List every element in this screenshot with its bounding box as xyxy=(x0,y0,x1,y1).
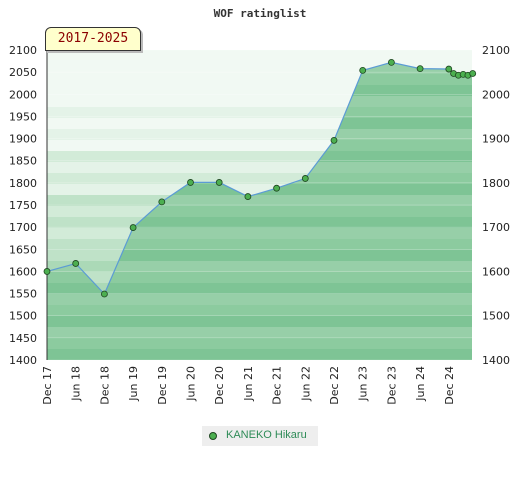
area-band xyxy=(47,250,472,261)
area-band xyxy=(47,228,472,239)
background-band xyxy=(47,140,472,151)
x-tick-label: Dec 18 xyxy=(98,366,111,405)
area-band xyxy=(47,294,472,305)
y-tick-label: 1850 xyxy=(9,155,37,168)
data-point xyxy=(244,193,252,200)
background-band xyxy=(47,151,472,162)
y-right-tick-label: 1500 xyxy=(482,310,510,323)
background-band xyxy=(47,107,472,118)
area-band xyxy=(47,239,472,250)
x-axis-ticks: Dec 17 Jun 18 Dec 18 Jun 19 Dec 19 Jun 20 Dec … xyxy=(41,366,456,405)
area-band xyxy=(47,327,472,338)
area-band xyxy=(47,349,472,360)
y-tick-label: 1450 xyxy=(9,332,37,345)
y-tick-label: 1550 xyxy=(9,288,37,301)
x-tick-label: Jun 21 xyxy=(242,366,255,402)
data-point xyxy=(387,59,395,66)
y-tick-label: 1600 xyxy=(9,265,37,278)
background-band xyxy=(47,50,472,52)
y-tick-label: 2100 xyxy=(9,44,37,57)
data-point xyxy=(273,184,281,192)
data-point xyxy=(416,65,424,72)
data-point xyxy=(359,66,367,74)
area-band xyxy=(47,206,472,217)
y-tick-label: 2050 xyxy=(9,66,37,79)
y-right-tick-label: 2000 xyxy=(482,88,510,101)
x-tick-label: Jun 20 xyxy=(185,366,198,402)
data-point xyxy=(215,179,223,186)
x-tick-label: Dec 21 xyxy=(271,366,284,405)
data-point xyxy=(330,136,338,144)
background-band xyxy=(47,118,472,129)
y-right-tick-label: 1900 xyxy=(482,133,510,146)
background-band xyxy=(47,173,472,184)
y-right-tick-label: 2100 xyxy=(482,44,510,57)
y-tick-label: 1650 xyxy=(9,243,37,256)
area-band xyxy=(47,217,472,228)
y-tick-label: 1750 xyxy=(9,199,37,212)
y-right-tick-label: 1600 xyxy=(482,265,510,278)
x-tick-label: Jun 19 xyxy=(127,366,140,402)
background-band xyxy=(47,85,472,96)
data-point xyxy=(158,198,166,206)
area-band xyxy=(47,305,472,316)
data-point xyxy=(445,65,453,73)
area-band xyxy=(47,338,472,349)
x-tick-label: Dec 17 xyxy=(41,366,54,405)
y-axis-left-ticks: 1400 1450 1500 1550 1600 1650 1700 1750 1800 1850… xyxy=(9,44,37,367)
x-tick-label: Dec 19 xyxy=(156,366,169,405)
y-tick-label: 1700 xyxy=(9,221,37,234)
data-point xyxy=(101,290,108,298)
y-axis-right-ticks: 1400 1500 1600 1700 1800 1900 2000 2100 xyxy=(482,44,510,367)
y-tick-label: 1900 xyxy=(9,133,37,146)
chart-title: WOF ratinglist xyxy=(214,7,307,20)
grid-lines xyxy=(47,49,472,361)
background-band xyxy=(47,74,472,85)
x-tick-label: Jun 24 xyxy=(414,366,427,402)
period-label: 2017-2025 xyxy=(57,31,129,46)
y-tick-label: 1950 xyxy=(9,110,37,123)
background-band xyxy=(47,96,472,107)
x-tick-label: Dec 23 xyxy=(385,366,398,405)
data-point xyxy=(301,175,309,182)
legend-marker xyxy=(209,432,217,440)
y-tick-label: 1500 xyxy=(9,310,37,323)
area-band xyxy=(47,316,472,327)
data-point xyxy=(187,179,194,186)
data-points xyxy=(43,59,477,298)
area-band xyxy=(47,261,472,272)
data-point xyxy=(43,268,51,275)
y-tick-label: 1800 xyxy=(9,177,37,190)
legend-label: KANEKO Hikaru xyxy=(226,429,307,441)
area-band xyxy=(47,195,472,206)
data-point xyxy=(129,224,137,231)
y-right-tick-label: 1800 xyxy=(482,177,510,190)
x-tick-label: Dec 22 xyxy=(328,366,341,405)
data-point xyxy=(72,260,80,267)
y-right-tick-label: 1400 xyxy=(482,354,510,367)
x-tick-label: Dec 20 xyxy=(213,366,226,405)
background-band xyxy=(47,162,472,173)
area-band xyxy=(47,283,472,294)
background-band xyxy=(47,129,472,140)
x-tick-label: Dec 24 xyxy=(443,366,456,405)
background-band xyxy=(47,63,472,74)
y-tick-label: 1400 xyxy=(9,354,37,367)
x-tick-label: Jun 22 xyxy=(299,366,312,402)
y-right-tick-label: 1700 xyxy=(482,221,510,234)
area-band xyxy=(47,272,472,283)
y-tick-label: 2000 xyxy=(9,88,37,101)
background-band xyxy=(47,52,472,63)
background-band xyxy=(47,184,472,195)
x-tick-label: Jun 23 xyxy=(357,366,370,402)
period-badge: 2017-2025 xyxy=(45,27,141,51)
x-tick-label: Jun 18 xyxy=(70,366,83,402)
data-point xyxy=(469,70,477,77)
legend: KANEKO Hikaru xyxy=(202,426,318,446)
